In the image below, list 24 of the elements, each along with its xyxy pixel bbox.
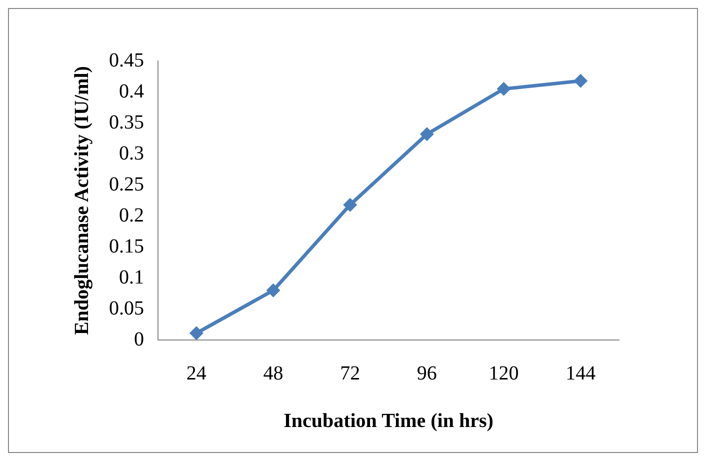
y-tick-label: 0.25	[109, 173, 144, 196]
y-tick-label: 0.3	[119, 142, 144, 164]
y-tick-label: 0.45	[109, 49, 144, 72]
y-tick-label: 0.1	[119, 266, 144, 288]
x-tick-label: 144	[566, 362, 596, 384]
point	[343, 198, 358, 212]
y-axis-title: Endoglucanase Activity (IU/ml)	[71, 66, 94, 335]
x-tick-label: 72	[340, 362, 360, 384]
y-tick-label: 0.05	[109, 297, 144, 320]
x-tick-label: 24	[186, 362, 206, 384]
x-tick-label: 48	[263, 362, 284, 384]
x-axis-title: Incubation Time (in hrs)	[284, 410, 494, 432]
y-tick-label: 0	[134, 328, 144, 350]
point	[189, 326, 204, 340]
point	[266, 283, 280, 298]
x-tick-label: 120	[488, 362, 519, 384]
point	[420, 127, 434, 142]
x-tick-label: 96	[416, 362, 437, 384]
y-tick-label: 0.2	[119, 204, 144, 226]
y-tick-label: 0.15	[109, 235, 144, 258]
point	[496, 82, 511, 96]
point	[574, 74, 588, 88]
y-tick-label: 0.4	[119, 80, 144, 102]
y-tick-label: 0.35	[109, 111, 144, 134]
